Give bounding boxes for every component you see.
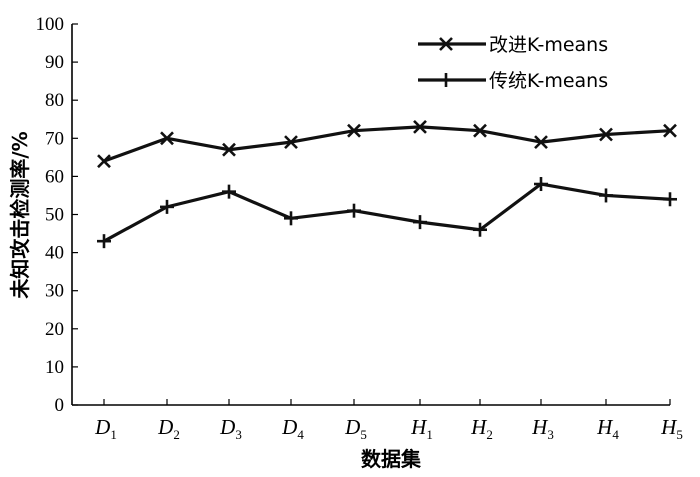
x-tick-letter: H [596, 415, 614, 439]
y-tick-label: 70 [45, 128, 64, 149]
series-line-1 [103, 125, 671, 163]
y-ticks: 0 10 20 30 40 50 60 70 80 90 100 [36, 14, 78, 416]
y-tick-label: 80 [45, 90, 64, 111]
data-point-marker [663, 123, 677, 138]
x-tick-letter: H [410, 415, 428, 439]
data-point-marker [347, 123, 361, 138]
x-axis-title: 数据集 [361, 447, 422, 471]
legend-item: 改进K-means [418, 34, 608, 56]
x-tick-label: H4 [596, 415, 619, 442]
series-line-2 [103, 182, 671, 243]
x-tick-letter: H [531, 415, 549, 439]
data-point-marker [160, 131, 174, 146]
y-tick-label: 90 [45, 52, 64, 73]
data-point-marker [97, 234, 111, 249]
y-tick-label: 40 [45, 243, 64, 264]
x-tick-subscript: 2 [173, 427, 180, 442]
x-tick-letter: H [660, 415, 678, 439]
x-tick-letter: D [219, 415, 235, 439]
x-tick-letter: H [470, 415, 488, 439]
x-tick-label: D2 [157, 415, 180, 442]
data-point-marker [473, 123, 487, 138]
x-tick-subscript: 5 [360, 427, 367, 442]
x-tick-label: H3 [531, 415, 554, 442]
data-point-marker [663, 192, 677, 207]
data-point-marker [97, 154, 111, 169]
x-tick-subscript: 4 [612, 427, 619, 442]
y-tick-label: 100 [36, 14, 65, 35]
y-tick-label: 20 [45, 319, 64, 340]
legend-marker [439, 73, 453, 87]
x-tick-label: H2 [470, 415, 493, 442]
x-tick-subscript: 4 [297, 427, 304, 442]
x-tick-subscript: 1 [110, 427, 117, 442]
x-tick-label: D1 [94, 415, 117, 442]
x-tick-subscript: 3 [547, 427, 554, 442]
x-tick-letter: D [94, 415, 110, 439]
x-tick-label: D5 [344, 415, 367, 442]
x-tick-subscript: 5 [676, 427, 683, 442]
y-tick-label: 30 [45, 281, 64, 302]
legend: 改进K-means 传统K-means [418, 34, 608, 92]
y-tick-label: 60 [45, 166, 64, 187]
y-axis-title: 未知攻击检测率/% [8, 131, 32, 298]
data-point-marker [534, 177, 548, 192]
x-tick-label: H1 [410, 415, 433, 442]
data-point-marker [413, 215, 427, 230]
data-point-marker [413, 119, 427, 134]
x-tick-letter: D [281, 415, 297, 439]
data-point-marker [599, 188, 613, 203]
x-tick-subscript: 3 [235, 427, 242, 442]
y-tick-label: 50 [45, 205, 64, 226]
legend-label: 改进K-means [489, 34, 608, 56]
data-point-marker [347, 203, 361, 218]
data-point-marker [599, 127, 613, 142]
x-tick-label: D4 [281, 415, 304, 442]
legend-item: 传统K-means [418, 70, 608, 92]
y-tick-label: 10 [45, 357, 64, 378]
x-tick-subscript: 2 [486, 427, 493, 442]
x-tick-subscript: 1 [426, 427, 433, 442]
data-point-marker [473, 222, 487, 237]
x-tick-label: H5 [660, 415, 683, 442]
data-point-marker [160, 199, 174, 214]
data-point-marker [534, 135, 548, 150]
y-tick-label: 0 [55, 395, 65, 416]
x-tick-label: D3 [219, 415, 242, 442]
data-point-marker [284, 211, 298, 226]
data-point-marker [284, 135, 298, 150]
series-group [97, 119, 677, 249]
legend-label: 传统K-means [489, 70, 608, 92]
data-point-marker [222, 184, 236, 199]
x-tick-letter: D [157, 415, 173, 439]
x-ticks: D1 D2 D3 D4 D5 H1 H2 H3 H4 H5 [94, 399, 683, 442]
legend-marker [439, 37, 453, 51]
data-point-marker [222, 142, 236, 157]
x-tick-letter: D [344, 415, 360, 439]
